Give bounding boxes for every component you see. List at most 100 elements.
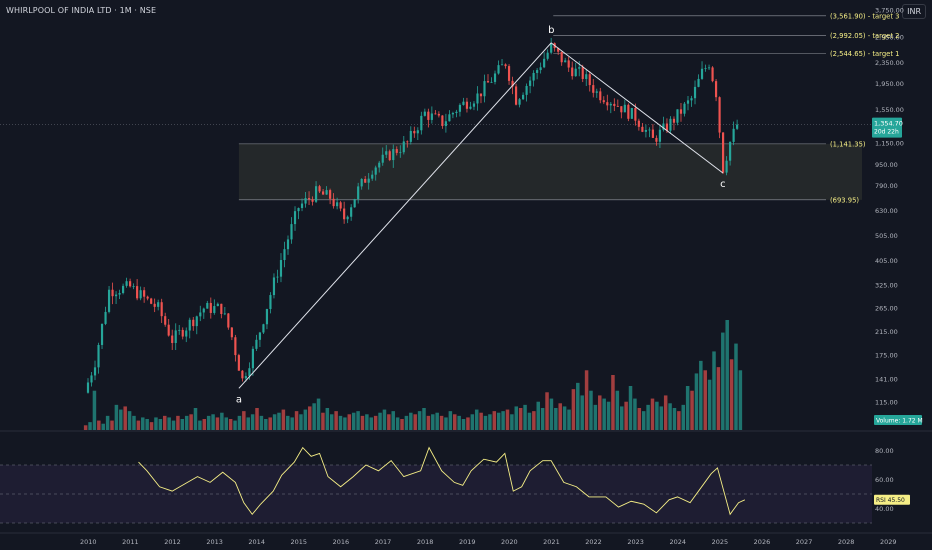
volume-bar: [501, 411, 505, 430]
time-axis-tick: 2020: [501, 538, 518, 546]
volume-bar: [233, 420, 237, 430]
volume-bar: [316, 398, 321, 430]
volume-bar: [457, 415, 461, 430]
currency-button[interactable]: INR: [902, 4, 926, 19]
candle-body: [423, 111, 426, 116]
time-axis-tick: 2012: [164, 538, 181, 546]
candle-body: [150, 298, 153, 304]
candle-body: [560, 51, 563, 63]
candle-body: [434, 113, 437, 115]
candle-body: [672, 118, 676, 123]
candle-body: [332, 198, 335, 207]
volume-bar: [510, 414, 514, 430]
candle-body: [367, 178, 370, 183]
volume-bar: [395, 417, 400, 430]
candle-body: [413, 130, 416, 134]
candle-body: [585, 74, 588, 79]
volume-bar: [365, 414, 369, 430]
volume-bar: [439, 415, 444, 430]
candle-body: [234, 337, 237, 356]
candle-body: [346, 216, 349, 220]
candle-body: [209, 302, 212, 313]
candle-body: [620, 106, 623, 113]
candle-body: [122, 285, 125, 294]
volume-bar: [527, 412, 532, 430]
volume-bar: [593, 404, 598, 430]
volume-bar: [628, 386, 633, 430]
volume-bar: [567, 409, 571, 430]
volume-bar: [123, 406, 127, 430]
volume-bar: [189, 414, 193, 430]
candle-body: [364, 178, 367, 183]
volume-bar: [171, 420, 176, 430]
volume-bar: [598, 395, 602, 430]
candle-body: [437, 113, 440, 116]
volume-bar: [193, 408, 198, 430]
candle-body: [644, 129, 647, 132]
volume-bar: [655, 401, 659, 430]
volume-bar: [659, 406, 664, 430]
rsi-line: [138, 446, 746, 516]
volume-bar: [619, 406, 624, 430]
time-axis-tick: 2027: [796, 538, 813, 546]
candle-body: [188, 319, 191, 331]
volume-bar: [712, 351, 716, 430]
volume-bar: [681, 404, 686, 430]
volume-bar: [228, 419, 233, 430]
candle-body: [255, 339, 258, 349]
candle-body: [353, 199, 356, 208]
candle-body: [114, 294, 118, 297]
candle-body: [637, 120, 640, 127]
candle-body: [371, 174, 374, 179]
candle-body: [325, 190, 328, 195]
volume-bar: [277, 412, 281, 430]
time-axis-tick: 2026: [754, 538, 771, 546]
candle-body: [174, 330, 177, 344]
candle-body: [574, 68, 577, 77]
candle-body: [623, 104, 626, 113]
time-axis-tick: 2018: [417, 538, 434, 546]
volume-bar: [615, 390, 620, 430]
candle-body: [441, 115, 444, 127]
volume-bar: [215, 417, 220, 430]
volume-bar: [641, 411, 646, 430]
candle-body: [392, 149, 395, 161]
volume-bar: [369, 417, 374, 430]
candle-body: [107, 289, 111, 312]
volume-bar: [707, 379, 712, 430]
time-axis-tick: 2024: [669, 538, 686, 546]
time-axis-tick: 2029: [880, 538, 897, 546]
price-axis-tick: 405.00: [875, 257, 898, 265]
candle-body: [262, 324, 265, 333]
volume-badge: [874, 415, 922, 425]
candle-body: [451, 113, 454, 115]
candle-body: [606, 102, 609, 106]
candle-body: [458, 104, 462, 112]
wave-label-a: a: [236, 394, 242, 405]
volume-bar: [351, 412, 356, 430]
volume-bar: [589, 390, 593, 430]
candle-body: [609, 103, 612, 106]
level-label: (2,544.65) - target 1: [830, 50, 900, 58]
candle-body: [630, 107, 633, 119]
candle-body: [557, 48, 560, 52]
candle-body: [322, 191, 325, 195]
wave-label-c: c: [720, 179, 726, 190]
volume-bar: [391, 411, 395, 430]
candle-body: [539, 67, 542, 71]
candle-body: [472, 103, 476, 107]
candle-body: [297, 208, 300, 212]
volume-bar: [540, 408, 545, 430]
volume-bar: [343, 417, 347, 430]
volume-bar: [167, 417, 171, 430]
volume-bar: [224, 417, 229, 430]
volume-bar: [554, 408, 558, 430]
volume-bar: [417, 411, 422, 430]
candle-body: [171, 335, 174, 344]
candle-body: [199, 312, 202, 317]
volume-bar: [716, 367, 721, 430]
rsi-badge-label: RSI 45.50: [876, 497, 905, 504]
volume-bar: [347, 414, 352, 430]
candle-body: [111, 289, 114, 297]
